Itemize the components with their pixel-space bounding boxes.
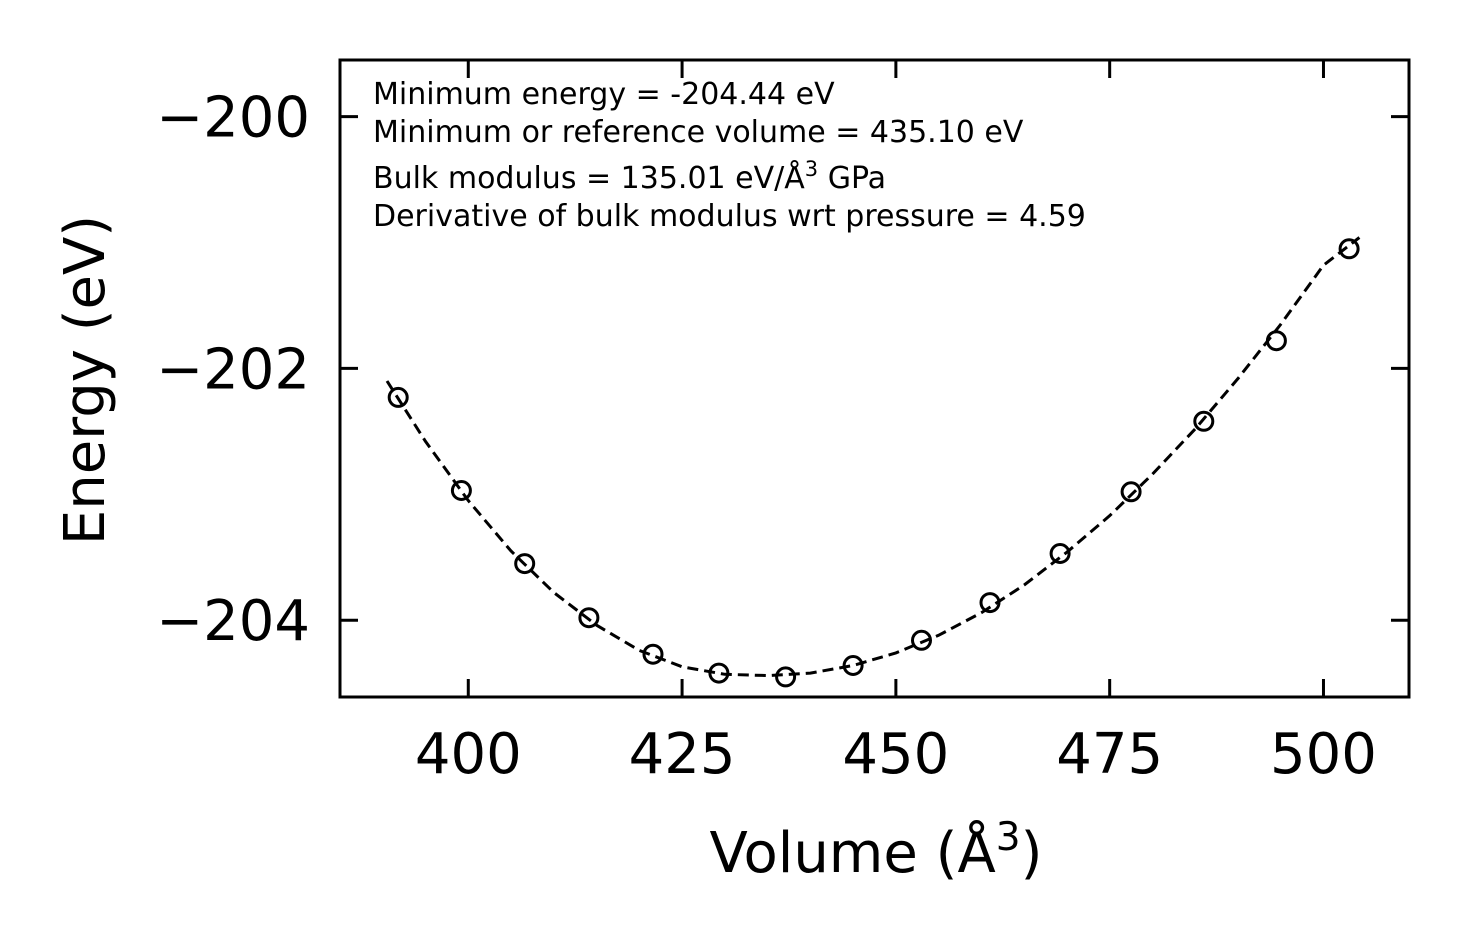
data-point [1265, 330, 1287, 352]
data-point [842, 655, 864, 676]
plot-frame [338, 58, 1411, 699]
annotation-min-energy: Minimum energy = -204.44 eV [373, 77, 835, 112]
x-axis-label: Volume (Å3) [710, 815, 1043, 886]
data-point [911, 629, 932, 651]
annotation-bulk-modulus: Bulk modulus = 135.01 eV/Å3 GPa [373, 157, 886, 196]
fit-curve [385, 236, 1361, 678]
y-tick-label: −204 [156, 589, 310, 654]
annotation-min-volume: Minimum or reference volume = 435.10 eV [373, 115, 1024, 150]
data-point [450, 480, 472, 501]
data-point [1049, 543, 1071, 564]
annotation-bulk-modulus-derivative: Derivative of bulk modulus wrt pressure … [373, 199, 1086, 234]
data-point [578, 607, 600, 629]
data-markers-layer [387, 238, 1360, 688]
x-tick-label: 500 [1270, 722, 1377, 787]
data-point [1338, 238, 1360, 260]
y-axis-label: Energy (eV) [53, 215, 118, 545]
data-point [979, 592, 1001, 614]
fit-curve-layer [385, 236, 1361, 678]
x-tick-label: 425 [629, 722, 736, 787]
annotation-box: Minimum energy = -204.44 eV Minimum or r… [373, 77, 1086, 234]
data-point [387, 386, 409, 408]
y-tick-label: −200 [156, 86, 310, 151]
data-point [775, 666, 797, 688]
axis-ticks-layer: 400 425 450 475 500 −200 −202 −204 [156, 60, 1409, 787]
y-tick-label: −202 [156, 337, 310, 402]
data-point [1120, 481, 1142, 503]
data-point [708, 662, 730, 684]
x-tick-label: 450 [842, 722, 949, 787]
x-tick-label: 475 [1056, 722, 1163, 787]
data-point [514, 553, 536, 575]
data-point [642, 643, 664, 665]
x-tick-label: 400 [415, 722, 522, 787]
data-point [1193, 410, 1215, 432]
